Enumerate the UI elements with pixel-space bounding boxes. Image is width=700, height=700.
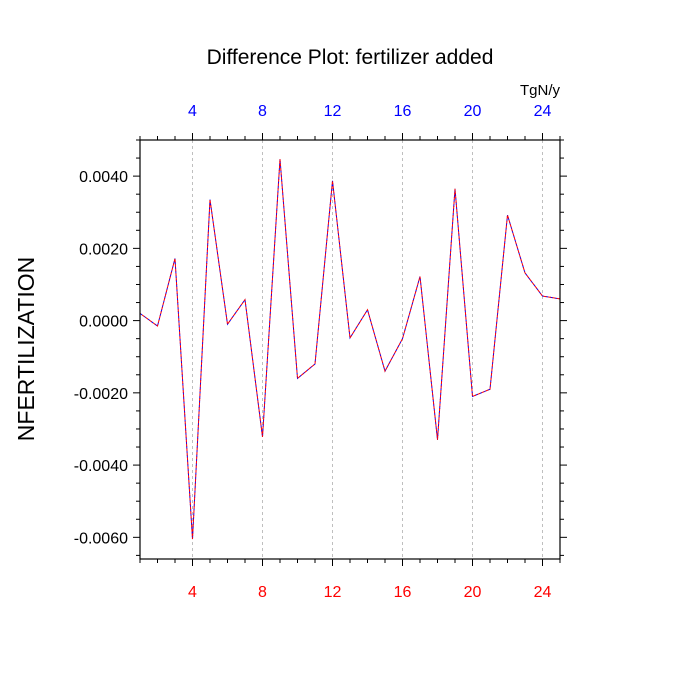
y-tick-label: -0.0040 — [74, 458, 128, 475]
axes: 4 4 8 8 12 12 16 16 20 20 24 24 -0.0060 -0.0040 -0.002… — [74, 103, 567, 601]
x-tick-label-top: 12 — [324, 103, 342, 120]
chart-title: Difference Plot: fertilizer added — [207, 46, 494, 69]
y-tick-label: -0.0060 — [74, 530, 128, 547]
y-tick-label: 0.0040 — [79, 169, 128, 186]
x-tick-label-bottom: 4 — [188, 584, 197, 601]
x-tick-label-bottom: 16 — [394, 584, 412, 601]
y-tick-label: 0.0020 — [79, 241, 128, 258]
series-line — [139, 159, 561, 540]
grid — [192, 140, 543, 559]
y-tick-label: -0.0020 — [74, 386, 128, 403]
series-line-overlay — [139, 159, 561, 540]
y-axis-label: NFERTILIZATION — [13, 257, 39, 441]
unit-label: TgN/y — [520, 82, 561, 99]
x-tick-label-top: 4 — [188, 103, 197, 120]
x-tick-label-bottom: 12 — [324, 584, 342, 601]
x-tick-label-top: 16 — [394, 103, 412, 120]
x-tick-label-bottom: 8 — [258, 584, 267, 601]
x-tick-label-bottom: 24 — [534, 584, 552, 601]
x-tick-label-top: 8 — [258, 103, 267, 120]
y-tick-label: 0.0000 — [79, 314, 128, 331]
series-group — [139, 159, 561, 540]
plot-frame — [139, 139, 561, 560]
x-tick-label-bottom: 20 — [464, 584, 482, 601]
x-tick-label-top: 20 — [464, 103, 482, 120]
x-tick-label-top: 24 — [534, 103, 552, 120]
